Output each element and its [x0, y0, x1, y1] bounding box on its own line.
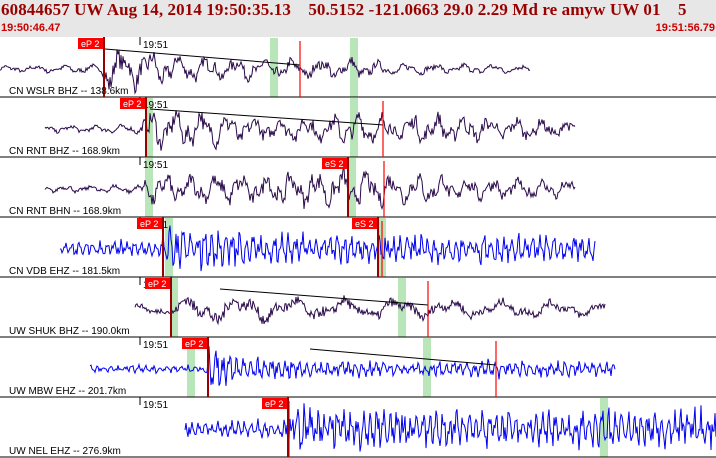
waveform [89, 346, 616, 386]
pick-label-box[interactable] [137, 218, 162, 229]
pick-label: eS 2 [325, 159, 344, 169]
event-title: 60844657 UW Aug 14, 2014 19:50:35.13 50.… [1, 0, 687, 19]
pick-label: eP 2 [81, 39, 99, 49]
time-window-band [423, 338, 431, 397]
trace-row: 19:51 eS 2 CN RNT BHN -- 168.9km [0, 157, 716, 218]
trace-row: 19:51 eP 2 CN WSLR BHZ -- 138.6km [0, 37, 716, 98]
end-time: 19:51:56.79 [655, 22, 715, 34]
time-tick-label: 19:51 [143, 100, 168, 111]
time-window-band [187, 338, 195, 397]
title-bar: 60844657 UW Aug 14, 2014 19:50:35.13 50.… [0, 0, 716, 37]
coda-decay-curve [149, 108, 384, 126]
coda-decay-curve [309, 348, 497, 366]
pick-label: eP 2 [123, 99, 141, 109]
pick-label-box[interactable] [145, 278, 170, 289]
waveform [184, 403, 716, 452]
time-tick-label: 19:51 [143, 160, 168, 171]
waveform [0, 49, 531, 95]
start-time: 19:50:46.47 [1, 22, 61, 34]
coda-decay-curve [219, 288, 429, 306]
time-window-band [165, 218, 173, 277]
pick-label-box[interactable] [262, 398, 287, 409]
time-window-band [350, 38, 358, 97]
time-tick-label: 19:51 [143, 40, 168, 51]
station-label: UW SHUK BHZ -- 190.0km [9, 326, 130, 337]
time-window-band [145, 158, 153, 217]
pick-label-box[interactable] [322, 158, 347, 169]
pick-label: eP 2 [148, 279, 166, 289]
station-label: CN WSLR BHZ -- 138.6km [9, 86, 128, 97]
pick-label: eP 2 [140, 219, 158, 229]
station-label: UW MBW EHZ -- 201.7km [9, 386, 126, 397]
station-label: CN RNT BHN -- 168.9km [9, 206, 121, 217]
time-window-band [398, 278, 406, 337]
time-tick-label: 19:51 [143, 340, 168, 351]
pick-label-box[interactable] [352, 218, 377, 229]
pick-label: eP 2 [185, 339, 203, 349]
pick-label-box[interactable] [120, 98, 145, 109]
station-label: UW NEL EHZ -- 276.9km [9, 446, 121, 457]
pick-label-box[interactable] [182, 338, 207, 349]
trace-row: 19:51 eP 2 UW MBW EHZ -- 201.7km [0, 337, 716, 398]
pick-label: eP 2 [265, 399, 283, 409]
station-label: CN VDB EHZ -- 181.5km [9, 266, 120, 277]
trace-row: 19:51 eP 2 UW NEL EHZ -- 276.9km [0, 397, 716, 458]
pick-label-box[interactable] [78, 38, 103, 49]
coda-decay-curve [104, 48, 301, 66]
time-window-band [270, 38, 278, 97]
time-window-band [170, 278, 178, 337]
time-window-band [348, 158, 356, 217]
waveform [59, 225, 596, 272]
waveform [134, 295, 606, 326]
station-label: CN RNT BHZ -- 168.9km [9, 146, 120, 157]
waveform [44, 110, 576, 151]
waveform [44, 165, 576, 211]
pick-label: eS 2 [355, 219, 374, 229]
time-tick-label: 19:51 [143, 400, 168, 411]
